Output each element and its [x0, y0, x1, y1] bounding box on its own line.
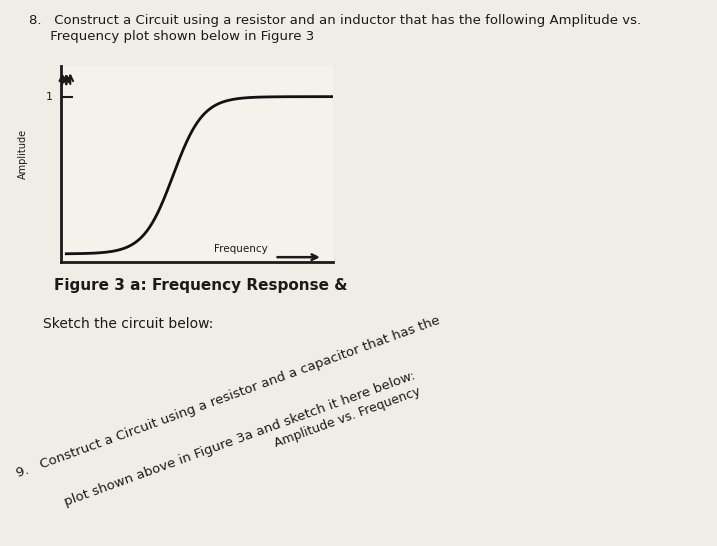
- Text: Figure 3 a: Frequency Response &: Figure 3 a: Frequency Response &: [54, 278, 347, 293]
- Text: 8.   Construct a Circuit using a resistor and an inductor that has the following: 8. Construct a Circuit using a resistor …: [29, 14, 641, 27]
- Text: Amplitude: Amplitude: [18, 129, 28, 179]
- Text: Frequency: Frequency: [214, 244, 268, 254]
- Text: 1: 1: [46, 92, 53, 102]
- Text: Sketch the circuit below:: Sketch the circuit below:: [43, 317, 214, 331]
- Text: Frequency plot shown below in Figure 3: Frequency plot shown below in Figure 3: [29, 30, 314, 43]
- Text: 9.   Construct a Circuit using a resistor and a capacitor that has the: 9. Construct a Circuit using a resistor …: [14, 314, 442, 480]
- Text: Amplitude vs. Frequency: Amplitude vs. Frequency: [272, 385, 422, 450]
- Text: plot shown above in Figure 3a and sketch it here below:: plot shown above in Figure 3a and sketch…: [43, 369, 417, 516]
